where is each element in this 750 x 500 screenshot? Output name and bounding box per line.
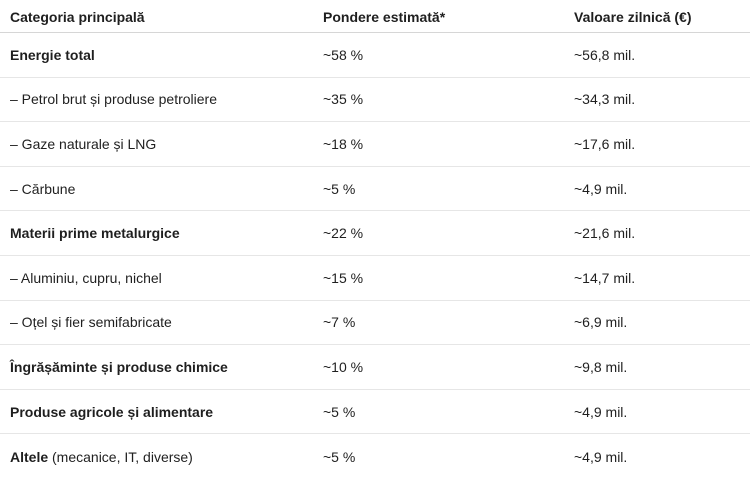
category-cell: Materii prime metalurgice	[10, 224, 180, 242]
header-share: Pondere estimată*	[323, 9, 446, 25]
category-cell: Îngrășăminte și produse chimice	[10, 358, 228, 376]
share-cell: ~35 %	[323, 91, 364, 108]
category-label: Energie total	[10, 46, 95, 63]
category-label: – Petrol brut și produse petroliere	[10, 91, 217, 108]
table-row: – Petrol brut și produse petroliere ~35 %…	[0, 78, 750, 123]
category-label: – Cărbune	[10, 180, 76, 197]
table-row: – Oțel și fier semifabricate ~7 % ~6,9 mil…	[0, 301, 750, 346]
share-cell: ~10 %	[323, 358, 364, 375]
table-row: Energie total ~58 % ~56,8 mil.	[0, 33, 750, 78]
daily-value-cell: ~4,9 mil.	[574, 448, 628, 465]
share-cell: ~58 %	[323, 46, 364, 63]
share-cell: ~5 %	[323, 180, 356, 197]
category-cell: – Aluminiu, cupru, nichel	[10, 269, 162, 287]
daily-value-cell: ~4,9 mil.	[574, 180, 628, 197]
share-cell: ~5 %	[323, 448, 356, 465]
category-label: – Gaze naturale și LNG	[10, 135, 157, 152]
daily-value-cell: ~4,9 mil.	[574, 403, 628, 420]
category-label: – Aluminiu, cupru, nichel	[10, 269, 162, 286]
category-cell: – Gaze naturale și LNG	[10, 135, 156, 153]
data-table: Categoria principală Pondere estimată* V…	[0, 0, 750, 479]
share-cell: ~18 %	[323, 135, 364, 152]
table-row: – Gaze naturale și LNG ~18 % ~17,6 mil.	[0, 122, 750, 167]
category-cell: Energie total	[10, 46, 95, 64]
table-row: Materii prime metalurgice ~22 % ~21,6 mil.	[0, 211, 750, 256]
table-row: Altele (mecanice, IT, diverse) ~5 % ~4,9 m…	[0, 434, 750, 479]
table-row: – Cărbune ~5 % ~4,9 mil.	[0, 167, 750, 212]
category-cell: – Oțel și fier semifabricate	[10, 313, 172, 331]
daily-value-cell: ~56,8 mil.	[574, 46, 636, 63]
daily-value-cell: ~9,8 mil.	[574, 358, 628, 375]
daily-value-cell: ~6,9 mil.	[574, 314, 628, 331]
table-row: Îngrășăminte și produse chimice ~10 % ~9,8…	[0, 345, 750, 390]
category-cell: – Cărbune	[10, 180, 75, 198]
category-label: Altele	[10, 448, 49, 465]
table-row: Produse agricole și alimentare ~5 % ~4,9 m…	[0, 390, 750, 435]
daily-value-cell: ~17,6 mil.	[574, 135, 636, 152]
category-label: Produse agricole și alimentare	[10, 403, 214, 420]
share-cell: ~15 %	[323, 269, 364, 286]
share-cell: ~7 %	[323, 314, 356, 331]
category-cell: – Petrol brut și produse petroliere	[10, 90, 217, 108]
category-cell: Altele (mecanice, IT, diverse)	[10, 448, 193, 466]
category-label: – Oțel și fier semifabricate	[10, 314, 172, 331]
daily-value-cell: ~14,7 mil.	[574, 269, 636, 286]
category-note: (mecanice, IT, diverse)	[48, 448, 193, 465]
table-body: Energie total ~58 % ~56,8 mil. – Petrol bru…	[0, 33, 750, 479]
header-category: Categoria principală	[10, 9, 145, 25]
share-cell: ~5 %	[323, 403, 356, 420]
table-row: – Aluminiu, cupru, nichel ~15 % ~14,7 mil.	[0, 256, 750, 301]
category-label: Îngrășăminte și produse chimice	[10, 358, 228, 375]
table-header-row: Categoria principală Pondere estimată* V…	[0, 0, 750, 33]
daily-value-cell: ~34,3 mil.	[574, 91, 636, 108]
category-label: Materii prime metalurgice	[10, 225, 180, 242]
header-daily-value: Valoare zilnică (€)	[574, 9, 692, 25]
category-cell: Produse agricole și alimentare	[10, 403, 213, 421]
daily-value-cell: ~21,6 mil.	[574, 225, 636, 242]
share-cell: ~22 %	[323, 225, 364, 242]
